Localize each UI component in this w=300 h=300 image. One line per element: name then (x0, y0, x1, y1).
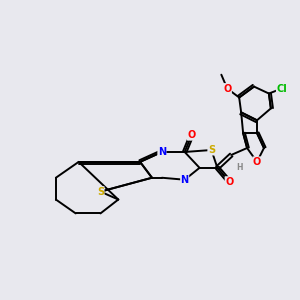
Text: O: O (188, 130, 196, 140)
Text: H: H (236, 163, 242, 172)
Text: S: S (97, 187, 104, 196)
Text: N: N (181, 175, 189, 185)
Text: O: O (253, 157, 261, 167)
Text: Cl: Cl (276, 84, 287, 94)
Text: O: O (223, 84, 231, 94)
Text: O: O (225, 177, 233, 187)
Text: S: S (208, 145, 215, 155)
Text: N: N (158, 147, 166, 157)
